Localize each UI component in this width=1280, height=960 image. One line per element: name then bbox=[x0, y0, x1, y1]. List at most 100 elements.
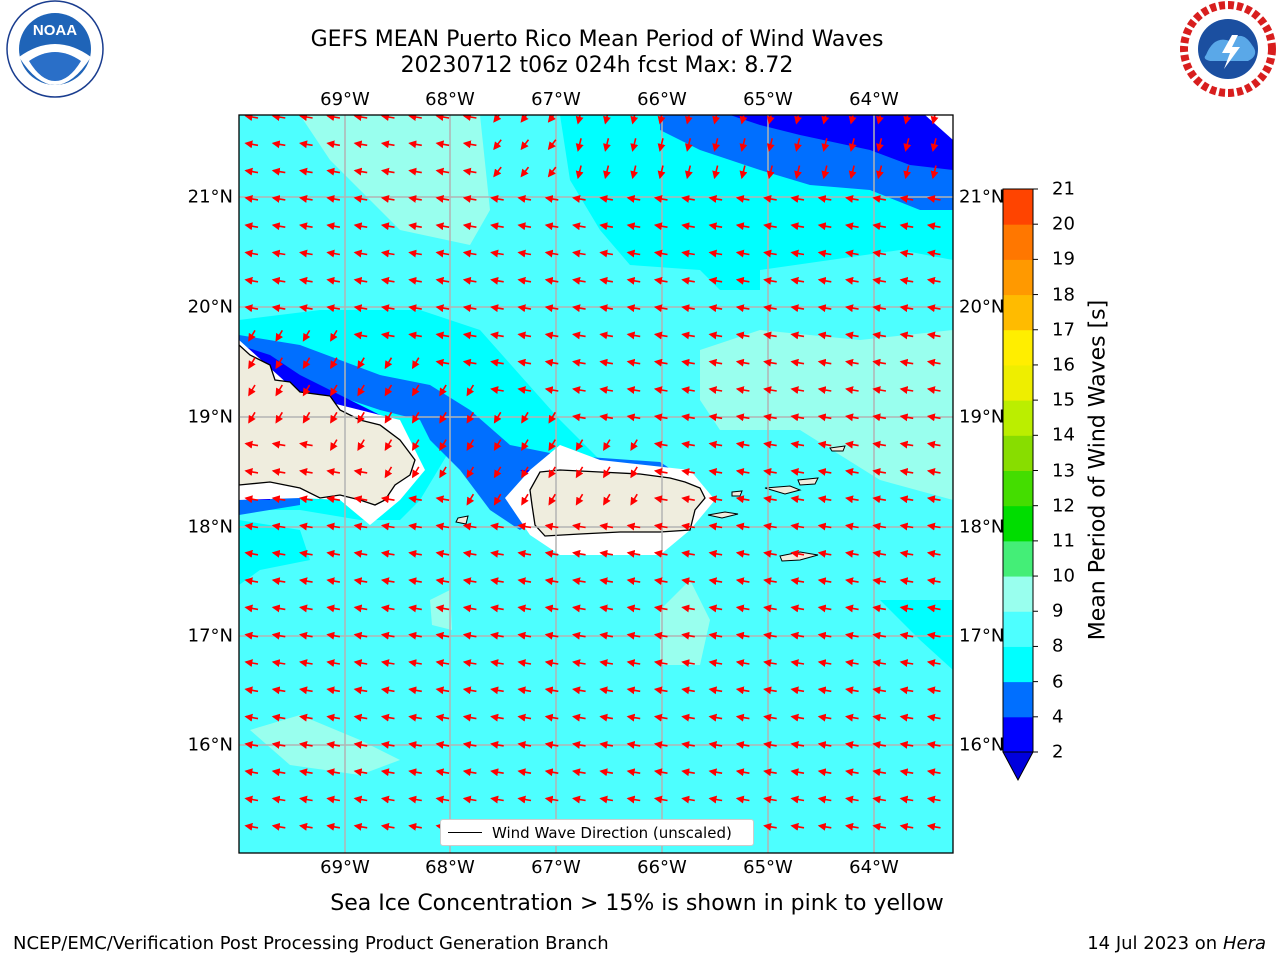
wind-wave-arrow bbox=[411, 439, 420, 451]
wind-wave-arrow bbox=[544, 386, 559, 394]
wind-wave-arrow bbox=[380, 768, 395, 777]
wind-wave-arrow bbox=[712, 115, 721, 125]
wind-wave-arrow bbox=[435, 522, 450, 531]
wind-wave-arrow bbox=[626, 195, 641, 203]
wind-wave-arrow bbox=[899, 358, 914, 367]
colorbar-segment bbox=[1003, 646, 1033, 683]
wind-wave-arrow bbox=[681, 304, 695, 313]
wind-wave-arrow bbox=[899, 522, 914, 531]
wind-wave-arrow bbox=[817, 549, 832, 558]
wind-wave-arrow bbox=[326, 577, 341, 586]
wind-wave-arrow bbox=[790, 358, 805, 367]
wind-wave-arrow bbox=[544, 522, 559, 531]
wind-wave-arrow bbox=[435, 768, 450, 777]
wind-wave-arrow bbox=[735, 795, 750, 804]
wind-wave-arrow bbox=[248, 411, 256, 424]
wind-wave-arrow bbox=[326, 822, 341, 831]
wind-wave-arrow bbox=[244, 440, 259, 449]
wind-wave-arrow bbox=[708, 713, 723, 722]
wind-wave-arrow bbox=[735, 577, 750, 586]
wind-wave-arrow bbox=[575, 439, 584, 451]
wind-wave-arrow bbox=[435, 549, 450, 558]
wind-wave-arrow bbox=[299, 577, 313, 586]
wind-wave-arrow bbox=[572, 522, 586, 531]
wind-wave-arrow bbox=[353, 522, 368, 531]
wind-wave-arrow bbox=[353, 686, 368, 695]
wind-wave-arrow bbox=[271, 549, 286, 558]
wind-wave-arrow bbox=[353, 331, 368, 340]
wind-wave-arrow bbox=[681, 604, 695, 613]
colorbar-tick-label: 12 bbox=[1052, 495, 1075, 517]
wind-wave-arrow bbox=[299, 686, 313, 695]
wind-wave-arrow bbox=[408, 631, 422, 640]
wind-wave-arrow bbox=[353, 115, 368, 121]
wind-wave-arrow bbox=[544, 276, 559, 285]
wind-wave-arrow bbox=[330, 357, 338, 370]
wind-wave-arrow bbox=[326, 522, 341, 531]
wind-wave-arrow bbox=[790, 768, 805, 777]
wind-wave-arrow bbox=[357, 411, 365, 424]
wind-wave-arrow bbox=[575, 493, 584, 506]
wind-wave-arrow bbox=[708, 195, 723, 203]
wind-wave-arrow bbox=[435, 115, 450, 121]
wind-wave-arrow bbox=[326, 222, 341, 231]
chart-subtitle: 20230712 t06z 024h fcst Max: 8.72 bbox=[400, 53, 794, 78]
wind-wave-arrow bbox=[547, 166, 557, 178]
wind-wave-arrow bbox=[763, 549, 777, 558]
wind-wave-arrow bbox=[330, 329, 338, 342]
wind-wave-arrow bbox=[462, 276, 477, 285]
wind-wave-arrow bbox=[380, 115, 395, 121]
wind-wave-arrow bbox=[739, 115, 748, 125]
wind-wave-arrow bbox=[572, 249, 586, 258]
wind-wave-arrow bbox=[681, 495, 695, 504]
wind-wave-arrow bbox=[872, 768, 887, 777]
wind-wave-arrow bbox=[603, 493, 611, 506]
land-virgin-islands bbox=[797, 477, 819, 486]
wind-wave-arrow bbox=[299, 495, 313, 504]
wind-wave-arrow bbox=[653, 577, 668, 586]
colorbar-tick-label: 17 bbox=[1052, 319, 1075, 341]
wind-wave-arrow bbox=[876, 138, 884, 152]
wind-wave-arrow bbox=[817, 495, 832, 504]
wind-wave-arrow bbox=[326, 167, 341, 176]
wind-wave-arrow bbox=[794, 115, 802, 125]
wind-wave-arrow bbox=[439, 466, 447, 479]
wind-wave-arrow bbox=[599, 222, 614, 231]
wind-wave-arrow bbox=[790, 386, 805, 394]
colorbar-tick-label: 8 bbox=[1052, 635, 1064, 657]
wind-wave-arrow bbox=[299, 604, 313, 613]
wind-wave-arrow bbox=[326, 276, 341, 285]
wind-wave-arrow bbox=[411, 411, 420, 424]
wind-wave-arrow bbox=[926, 604, 941, 613]
wind-wave-arrow bbox=[244, 604, 259, 613]
wind-wave-arrow bbox=[275, 384, 284, 397]
wind-wave-arrow bbox=[817, 304, 832, 313]
wind-wave-arrow bbox=[735, 768, 750, 777]
colorbar-title: Mean Period of Wind Waves [s] bbox=[1085, 299, 1111, 641]
wind-wave-arrow bbox=[271, 195, 286, 203]
wind-wave-arrow bbox=[872, 358, 887, 367]
wind-wave-arrow bbox=[790, 468, 805, 476]
wind-wave-arrow bbox=[653, 276, 668, 285]
wind-wave-arrow bbox=[926, 222, 941, 231]
wind-wave-arrow bbox=[630, 466, 638, 479]
wind-wave-arrow bbox=[735, 713, 750, 722]
wind-wave-arrow bbox=[326, 604, 341, 613]
wind-wave-arrow bbox=[271, 276, 286, 285]
wind-wave-arrow bbox=[599, 577, 614, 586]
map-frame bbox=[238, 114, 954, 854]
wind-wave-arrow bbox=[845, 413, 859, 422]
wind-wave-arrow bbox=[244, 713, 259, 722]
wind-wave-arrow bbox=[872, 304, 887, 313]
wind-wave-arrow bbox=[544, 768, 559, 777]
wind-wave-arrow bbox=[599, 795, 614, 804]
wind-wave-arrow bbox=[708, 604, 723, 613]
wind-wave-arrow bbox=[708, 358, 723, 367]
lat-tick-label: 16°N bbox=[959, 734, 1005, 756]
wind-wave-arrow bbox=[490, 741, 504, 749]
wind-wave-arrow bbox=[599, 276, 614, 285]
wind-wave-arrow bbox=[899, 795, 914, 804]
wind-wave-arrow bbox=[490, 222, 504, 231]
wind-wave-arrow bbox=[681, 659, 695, 667]
